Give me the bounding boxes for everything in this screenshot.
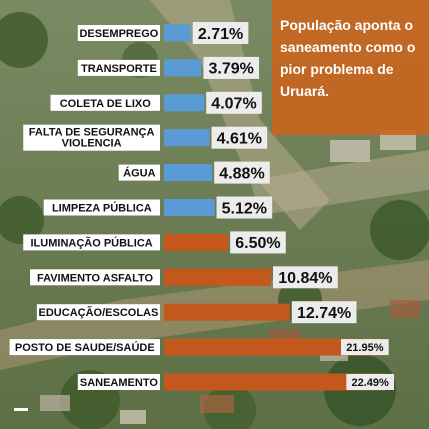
value-label: 12.74%	[297, 305, 351, 322]
category-label: LIMPEZA PÚBLICA	[52, 202, 152, 215]
bar	[164, 24, 191, 42]
chart-title: População aponta o saneamento como o pio…	[280, 17, 415, 99]
value-label-box	[214, 161, 270, 184]
bar-row: LIMPEZA PÚBLICA 5.12%	[43, 196, 273, 219]
title-line-3: pior problema de	[280, 61, 394, 77]
bar-row: EDUCAÇÃO/ESCOLAS 12.74%	[36, 301, 357, 324]
category-label-box	[77, 25, 160, 41]
bar	[164, 268, 272, 286]
category-label-box	[50, 94, 160, 111]
bar-row: COLETA DE LIXO 4.07%	[50, 91, 262, 114]
category-label: ILUMINAÇÃO PÚBLICA	[31, 236, 153, 249]
title-line-2: saneamento como o	[280, 39, 415, 55]
category-label: TRANSPORTE	[81, 63, 157, 75]
bar-row: ÁGUA 4.88%	[118, 161, 270, 184]
bar-row: SANEAMENTO 22.49%	[77, 373, 394, 391]
value-label-box	[211, 126, 268, 149]
category-label-box	[23, 234, 160, 251]
category-label-box	[77, 374, 160, 390]
value-label-box	[230, 231, 286, 254]
value-label: 10.84%	[278, 270, 332, 287]
value-label-box	[216, 196, 273, 219]
value-label: 4.88%	[219, 165, 264, 182]
bar	[164, 129, 210, 147]
category-label: ÁGUA	[123, 167, 155, 180]
value-label: 6.50%	[235, 235, 280, 252]
category-label: DESEMPREGO	[79, 28, 158, 40]
bar	[164, 199, 215, 216]
category-label-box	[77, 59, 160, 76]
value-label-box	[291, 301, 357, 324]
value-label: 5.12%	[222, 200, 267, 217]
value-label: 4.61%	[217, 130, 262, 147]
value-label-box	[273, 266, 338, 289]
bar-row: DESEMPREGO 2.71%	[77, 22, 249, 44]
category-label: POSTO DE SAUDE/SAÚDE	[15, 341, 155, 354]
category-label: FALTA DE SEGURANÇA VIOLENCIA	[29, 127, 155, 150]
category-label: FAVIMENTO ASFALTO	[37, 272, 154, 284]
value-label: 3.79%	[209, 61, 254, 78]
value-label-box	[203, 56, 260, 79]
value-label: 22.49%	[352, 377, 390, 389]
category-label: COLETA DE LIXO	[60, 98, 152, 110]
value-label-box	[206, 91, 262, 114]
bar	[164, 373, 386, 391]
bar-row: FAVIMENTO ASFALTO 10.84%	[30, 266, 338, 289]
value-label: 2.71%	[198, 26, 243, 43]
category-label: EDUCAÇÃO/ESCOLAS	[39, 306, 159, 319]
category-label-box	[30, 269, 161, 286]
bar-row: TRANSPORTE 3.79%	[77, 56, 260, 79]
category-label-box	[43, 199, 161, 216]
bar-row: FALTA DE SEGURANÇA VIOLENCIA 4.61%	[23, 124, 268, 151]
value-label-box	[192, 22, 249, 44]
value-label: 21.95%	[346, 342, 384, 354]
bar	[164, 164, 213, 182]
corner-mark	[14, 408, 28, 411]
value-label: 4.07%	[211, 96, 256, 113]
category-label-box	[9, 339, 160, 356]
category-label-box	[36, 304, 160, 321]
title-line-4: Uruará.	[280, 83, 329, 99]
value-label-box	[341, 339, 389, 356]
bar	[164, 59, 202, 77]
bar	[164, 233, 229, 251]
bar	[164, 303, 290, 321]
category-label-box	[23, 124, 160, 151]
title-line-1: População aponta o	[280, 17, 413, 33]
bar-row: ILUMINAÇÃO PÚBLICA 6.50%	[23, 231, 286, 254]
bars-layer: DESEMPREGO 2.71% TRANSPORTE 3.79% COLETA DE …	[9, 22, 394, 391]
bar	[164, 338, 381, 356]
bar-row: POSTO DE SAUDE/SAÚDE 21.95%	[9, 338, 389, 356]
category-label: SANEAMENTO	[80, 377, 158, 389]
value-label-box	[346, 374, 394, 390]
title-panel	[272, 0, 429, 135]
bar	[164, 94, 205, 112]
category-label-box	[118, 164, 160, 181]
